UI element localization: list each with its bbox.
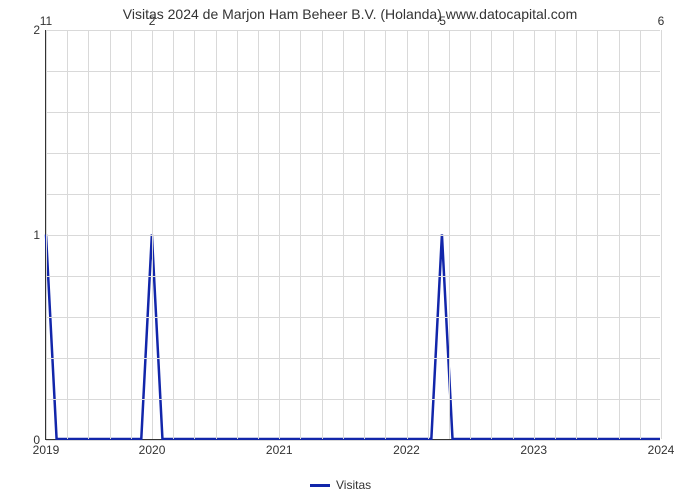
x-secondary-label: 6 bbox=[658, 14, 665, 30]
chart-title: Visitas 2024 de Marjon Ham Beheer B.V. (… bbox=[0, 6, 700, 22]
x-tick-label: 2020 bbox=[139, 439, 166, 457]
gridline-horizontal bbox=[46, 153, 660, 154]
x-secondary-label: 2 bbox=[149, 14, 156, 30]
gridline-vertical bbox=[661, 30, 662, 439]
x-tick-label: 2023 bbox=[520, 439, 547, 457]
legend-label: Visitas bbox=[336, 478, 371, 492]
gridline-horizontal bbox=[46, 358, 660, 359]
series-polyline bbox=[46, 235, 660, 440]
legend-swatch bbox=[310, 484, 330, 487]
gridline-horizontal bbox=[46, 194, 660, 195]
x-tick-label: 2019 bbox=[33, 439, 60, 457]
plot-area: 01220192020202120222023202411256 bbox=[45, 30, 660, 440]
gridline-horizontal bbox=[46, 399, 660, 400]
x-tick-label: 2024 bbox=[648, 439, 675, 457]
x-tick-label: 2021 bbox=[266, 439, 293, 457]
gridline-horizontal bbox=[46, 112, 660, 113]
gridline-horizontal bbox=[46, 71, 660, 72]
y-tick-label: 1 bbox=[33, 228, 46, 242]
gridline-horizontal bbox=[46, 276, 660, 277]
x-secondary-label: 5 bbox=[439, 14, 446, 30]
chart-container: Visitas 2024 de Marjon Ham Beheer B.V. (… bbox=[0, 0, 700, 500]
gridline-horizontal bbox=[46, 317, 660, 318]
gridline-horizontal bbox=[46, 30, 660, 31]
gridline-horizontal bbox=[46, 235, 660, 236]
x-tick-label: 2022 bbox=[393, 439, 420, 457]
legend: Visitas bbox=[310, 478, 371, 492]
x-secondary-label: 11 bbox=[40, 14, 52, 30]
